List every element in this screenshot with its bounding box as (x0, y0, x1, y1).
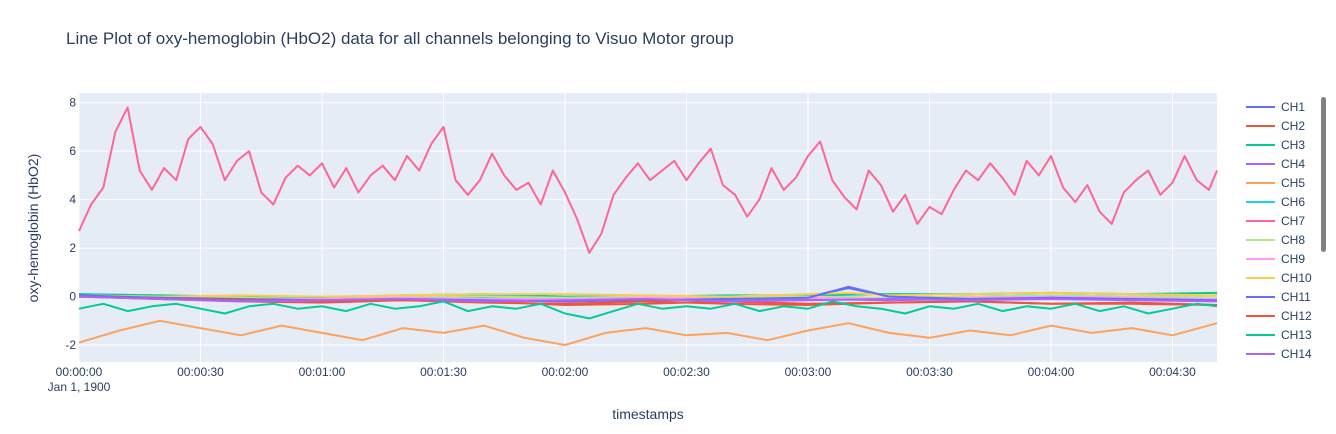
x-tick-label: 00:00:30 (177, 365, 224, 379)
legend-item-ch5[interactable]: CH5 (1281, 176, 1305, 190)
legend-item-ch1[interactable]: CH1 (1281, 100, 1305, 114)
x-axis-ticks: 00:00:00 00:00:30 00:01:00 00:01:30 00:02:00… (56, 365, 1196, 379)
y-tick-label: 4 (69, 193, 76, 207)
legend-item-ch2[interactable]: CH2 (1281, 119, 1305, 133)
x-tick-label: 00:00:00 (56, 365, 103, 379)
y-tick-label: -2 (65, 338, 76, 352)
legend-item-ch7[interactable]: CH7 (1281, 214, 1305, 228)
x-tick-label: 00:01:30 (420, 365, 467, 379)
plot-background (79, 93, 1217, 362)
legend-item-ch14[interactable]: CH14 (1281, 347, 1312, 361)
y-axis-ticks: -2 0 2 4 6 8 (65, 96, 76, 352)
x-tick-label: 00:04:00 (1028, 365, 1075, 379)
x-axis-date-label: Jan 1, 1900 (48, 380, 111, 394)
series-line-ch7 (78, 106, 1218, 254)
x-axis-title: timestamps (612, 406, 684, 422)
y-tick-label: 2 (69, 241, 76, 255)
series-line-ch10 (78, 291, 1218, 298)
chart-title: Line Plot of oxy-hemoglobin (HbO2) data … (66, 29, 734, 48)
series-line-ch5 (78, 319, 1218, 346)
y-tick-label: 8 (69, 96, 76, 110)
series-line-ch14 (78, 295, 1218, 303)
legend-item-ch11[interactable]: CH11 (1281, 290, 1311, 304)
x-tick-label: 00:04:30 (1149, 365, 1196, 379)
x-tick-label: 00:03:30 (906, 365, 953, 379)
y-axis-title: oxy-hemoglobin (HbO2) (25, 154, 41, 303)
x-tick-label: 00:02:00 (542, 365, 589, 379)
legend-item-ch12[interactable]: CH12 (1281, 309, 1312, 323)
legend-item-ch4[interactable]: CH4 (1281, 157, 1305, 171)
x-tick-label: 00:03:00 (785, 365, 832, 379)
legend: CH1 CH2 CH3 CH4 CH5 CH6 CH7 CH8 CH9 CH10 CH11 CH12 C… (1246, 100, 1312, 361)
legend-item-ch8[interactable]: CH8 (1281, 233, 1305, 247)
y-tick-label: 0 (69, 290, 76, 304)
legend-item-ch3[interactable]: CH3 (1281, 138, 1305, 152)
y-tick-label: 6 (69, 144, 76, 158)
legend-item-ch13[interactable]: CH13 (1281, 328, 1312, 342)
legend-item-ch6[interactable]: CH6 (1281, 195, 1305, 209)
series-line-ch13 (78, 300, 1218, 320)
legend-item-ch9[interactable]: CH9 (1281, 252, 1305, 266)
x-tick-label: 00:02:30 (663, 365, 710, 379)
legend-scrollbar[interactable] (1321, 97, 1326, 252)
x-tick-label: 00:01:00 (299, 365, 346, 379)
legend-item-ch10[interactable]: CH10 (1281, 271, 1312, 285)
series-lines (78, 106, 1218, 346)
